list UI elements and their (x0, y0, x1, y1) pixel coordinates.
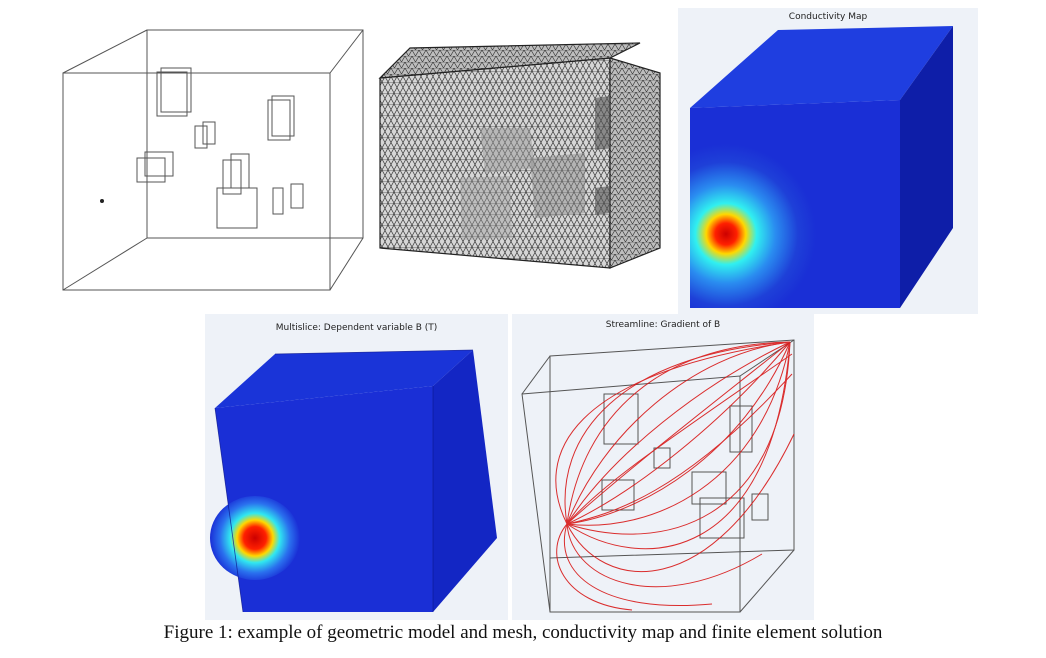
geometry-wireframe (62, 29, 364, 291)
geometry-panel (55, 20, 375, 300)
figure-caption: Figure 1: example of geometric model and… (163, 622, 883, 643)
multislice-panel: Multislice: Dependent variable B (T) (205, 314, 508, 620)
mesh-panel (370, 38, 670, 288)
streamline-title: Streamline: Gradient of B (605, 320, 721, 330)
multislice-title: Multislice: Dependent variable B (T) (275, 323, 438, 333)
multislice-cube (205, 314, 508, 620)
conductivity-map-title: Conductivity Map (788, 12, 868, 22)
mesh-cube (378, 42, 661, 269)
streamline-panel: Streamline: Gradient of B (512, 314, 814, 620)
conductivity-cube (678, 8, 978, 314)
conductivity-map-panel: Conductivity Map (678, 8, 978, 314)
streamline-cube (512, 314, 814, 620)
